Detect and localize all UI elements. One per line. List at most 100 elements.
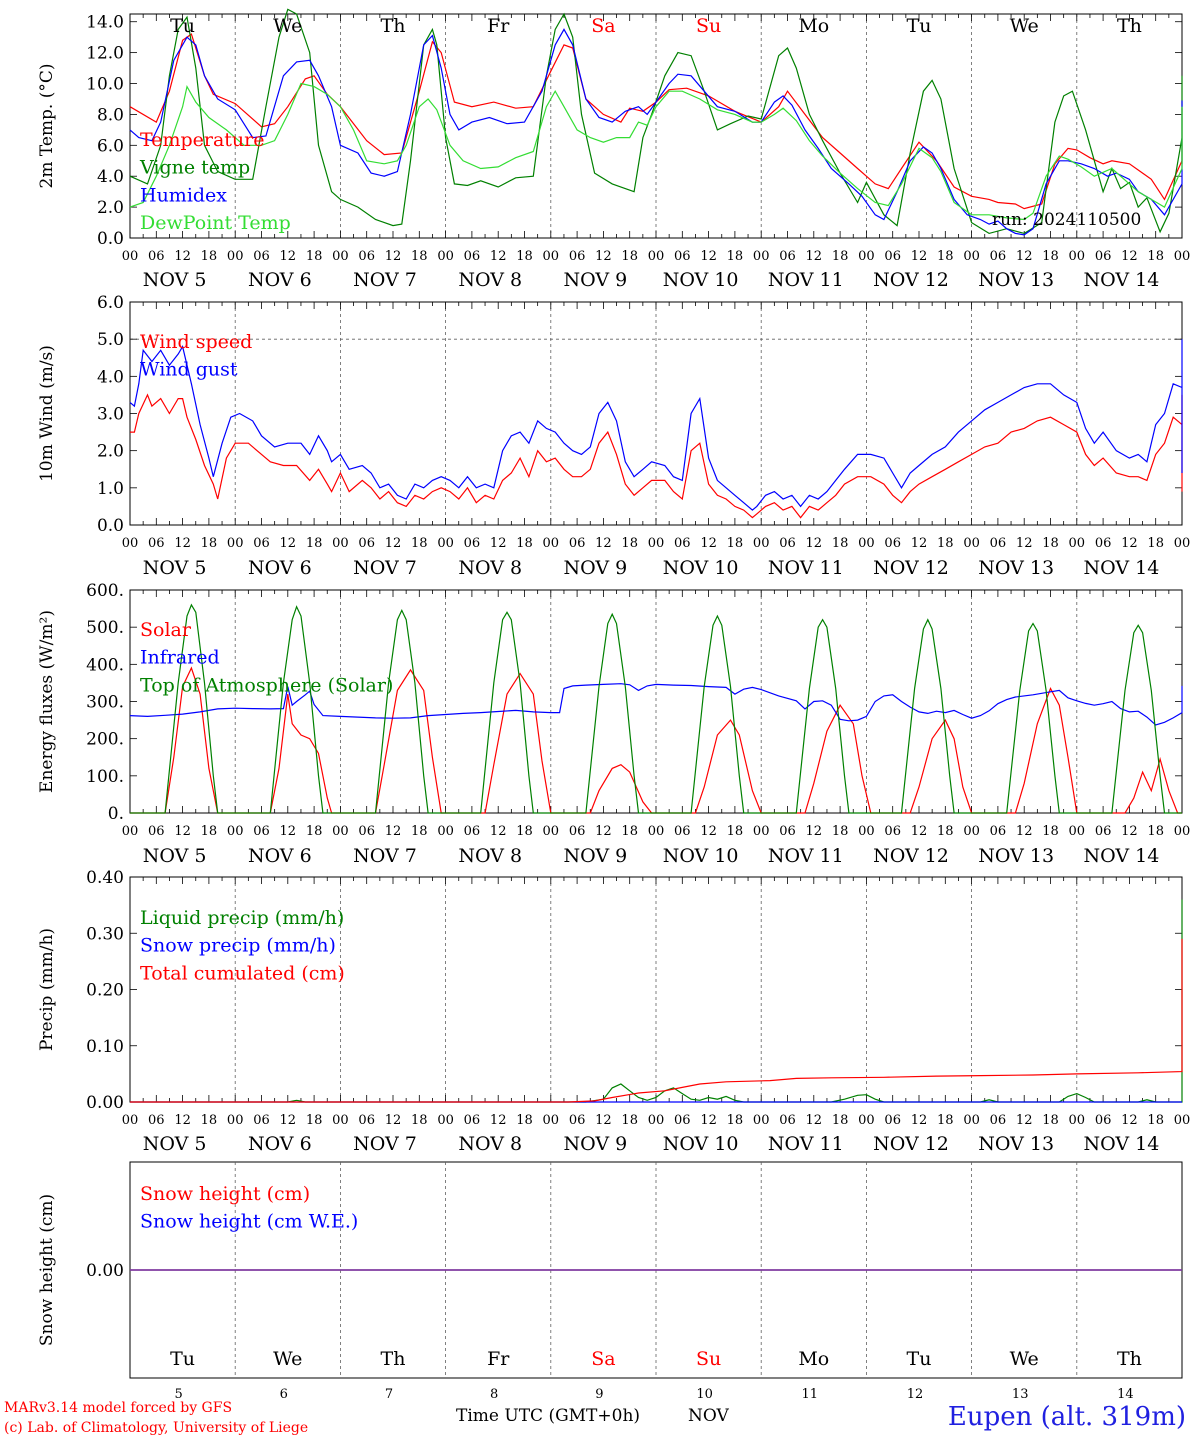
date-label: NOV 9 [564,269,628,291]
hour-label: 12 [806,249,823,264]
hour-label: 12 [911,1113,928,1128]
weekday-label: Su [696,15,721,37]
hour-label: 18 [1042,249,1059,264]
hour-label: 06 [779,249,796,264]
hour-label: 18 [306,249,323,264]
weekday-label: Sa [591,15,615,37]
legend-entry: Top of Atmosphere (Solar) [140,674,393,696]
y-tick-label: 6.0 [97,293,124,313]
hour-label: 00 [122,536,139,551]
hour-label: 00 [1069,249,1086,264]
xaxis-title: Time UTC (GMT+0h) [456,1406,641,1426]
weekday-label: Tu [170,15,195,37]
hour-label: 06 [358,1113,375,1128]
hour-label: 06 [1095,249,1112,264]
hour-label: 06 [990,536,1007,551]
hour-label: 18 [306,1113,323,1128]
y-tick-label: 300. [86,693,124,713]
hour-label: 00 [648,536,665,551]
hour-label: 00 [227,536,244,551]
hour-label: 12 [280,536,297,551]
hour-label: 18 [832,536,849,551]
hour-label: 12 [1016,824,1033,839]
weekday-label: Mo [798,1348,829,1370]
hour-label: 12 [385,824,402,839]
weekday-label: Tu [170,1348,195,1370]
hour-label: 06 [674,536,691,551]
date-label: NOV 9 [564,1133,628,1155]
hour-label: 00 [332,249,349,264]
panel-3: 0. 100. 200. 300. 400. 500. 600. Energy fluxes … [37,581,1190,867]
hour-label: 18 [201,536,218,551]
date-label: NOV 7 [353,269,417,291]
hour-label: 12 [1121,536,1138,551]
hour-label: 06 [253,249,270,264]
date-label: NOV 9 [564,845,628,867]
legend-entry: Snow height (cm W.E.) [140,1211,358,1233]
hour-label: 18 [411,1113,428,1128]
panel-1: 0.0 2.0 4.0 6.0 8.0 10.0 12.0 14.0 2m Temp. (°C)… [37,8,1191,291]
hour-label: 00 [1174,536,1191,551]
hour-label: 18 [306,824,323,839]
hour-label: 06 [358,249,375,264]
legend-entry: Temperature [140,129,264,151]
hour-label: 12 [595,824,612,839]
hour-label: 18 [832,824,849,839]
date-label: NOV 14 [1083,269,1159,291]
y-tick-label: 0.30 [86,924,124,944]
hour-label: 00 [227,1113,244,1128]
date-label: NOV 12 [873,1133,949,1155]
series-line [129,339,1183,511]
hour-label: 12 [911,536,928,551]
date-label: NOV 6 [248,557,312,579]
hour-label: 18 [621,824,638,839]
hour-label: 06 [569,249,586,264]
hour-label: 06 [464,824,481,839]
model-credit: MARv3.14 model forced by GFS [4,1400,233,1416]
hour-label: 18 [1147,1113,1164,1128]
date-label: NOV 11 [768,557,844,579]
hour-label: 06 [674,1113,691,1128]
hour-label: 12 [806,1113,823,1128]
hour-label: 12 [280,1113,297,1128]
y-tick-label: 0.00 [86,1261,124,1281]
hour-label: 00 [1174,249,1191,264]
date-label: NOV 10 [663,557,739,579]
hour-label: 18 [411,249,428,264]
hour-label: 00 [543,824,560,839]
hour-label: 18 [306,536,323,551]
hour-label: 00 [332,1113,349,1128]
legend-entry: Liquid precip (mm/h) [140,907,344,929]
hour-label: 12 [700,249,717,264]
hour-label: 18 [1042,1113,1059,1128]
hour-label: 12 [595,249,612,264]
day-number: 8 [490,1387,498,1402]
day-number: 14 [1117,1387,1134,1402]
hour-label: 12 [385,1113,402,1128]
y-tick-label: 4.0 [97,367,124,387]
y-tick-label: 12.0 [86,44,124,64]
weekday-label: Mo [798,15,829,37]
xaxis-month: NOV [688,1406,729,1426]
hour-label: 18 [621,536,638,551]
series-line [129,28,1183,236]
legend-entry: DewPoint Temp [140,212,291,234]
panel-5: 0.00 Snow height (cm) Snow height (cm) Snow… [37,1161,1183,1402]
hour-label: 18 [832,249,849,264]
hour-label: 12 [280,824,297,839]
legend-entry: Solar [140,619,192,641]
lab-credit: (c) Lab. of Climatology, University of L… [4,1420,309,1436]
hour-label: 18 [937,536,954,551]
hour-label: 00 [858,536,875,551]
hour-label: 00 [753,824,770,839]
date-label: NOV 10 [663,845,739,867]
hour-label: 18 [516,536,533,551]
date-label: NOV 13 [978,269,1054,291]
hour-label: 12 [490,249,507,264]
hour-label: 00 [122,824,139,839]
day-number: 5 [174,1387,182,1402]
hour-label: 18 [1042,536,1059,551]
legend-entry: Vigne temp [139,157,250,179]
